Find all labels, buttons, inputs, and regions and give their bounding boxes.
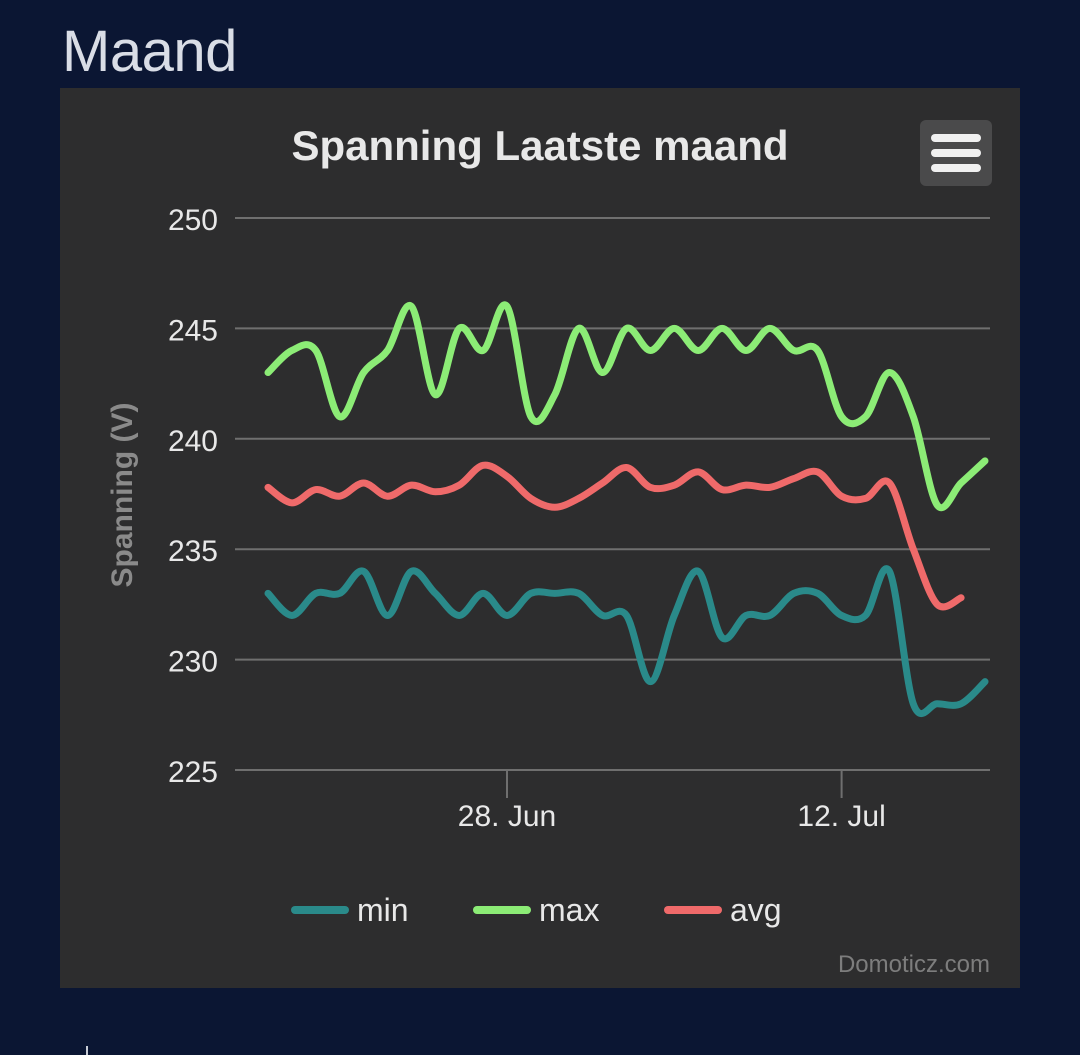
legend-label: max bbox=[539, 892, 599, 928]
hamburger-menu-icon-bar bbox=[931, 149, 981, 157]
legend-item-min[interactable]: min bbox=[291, 892, 409, 928]
y-tick-label: 250 bbox=[168, 204, 218, 237]
hamburger-menu-icon-bar bbox=[931, 164, 981, 172]
y-tick-label: 230 bbox=[168, 646, 218, 679]
grid-layer: 250 245 240 235 230 225 28. Jun 12. Jul bbox=[168, 204, 990, 833]
series-line-avg bbox=[264, 461, 965, 611]
series-layer bbox=[264, 301, 989, 717]
chart-container bbox=[60, 88, 1020, 988]
chart-menu-button[interactable] bbox=[920, 120, 992, 186]
series-line-min bbox=[264, 565, 989, 717]
series-line-max bbox=[264, 301, 989, 512]
legend-label: avg bbox=[730, 892, 782, 928]
chart-title: Spanning Laatste maand bbox=[291, 122, 788, 169]
legend-label: min bbox=[357, 892, 409, 928]
page-heading: Maand bbox=[62, 19, 237, 84]
credits-link[interactable]: Domoticz.com bbox=[838, 951, 990, 978]
y-axis-label: Spanning (V) bbox=[106, 403, 139, 588]
y-tick-label: 240 bbox=[168, 425, 218, 458]
scroll-marker bbox=[86, 1046, 88, 1055]
y-tick-label: 225 bbox=[168, 756, 218, 789]
y-tick-label: 235 bbox=[168, 535, 218, 568]
y-tick-label: 245 bbox=[168, 314, 218, 347]
legend: min max avg bbox=[291, 892, 782, 928]
x-tick-label: 28. Jun bbox=[458, 800, 556, 833]
x-tick-label: 12. Jul bbox=[797, 800, 885, 833]
legend-item-avg[interactable]: avg bbox=[664, 892, 782, 928]
hamburger-menu-icon bbox=[931, 134, 981, 142]
legend-item-max[interactable]: max bbox=[473, 892, 599, 928]
